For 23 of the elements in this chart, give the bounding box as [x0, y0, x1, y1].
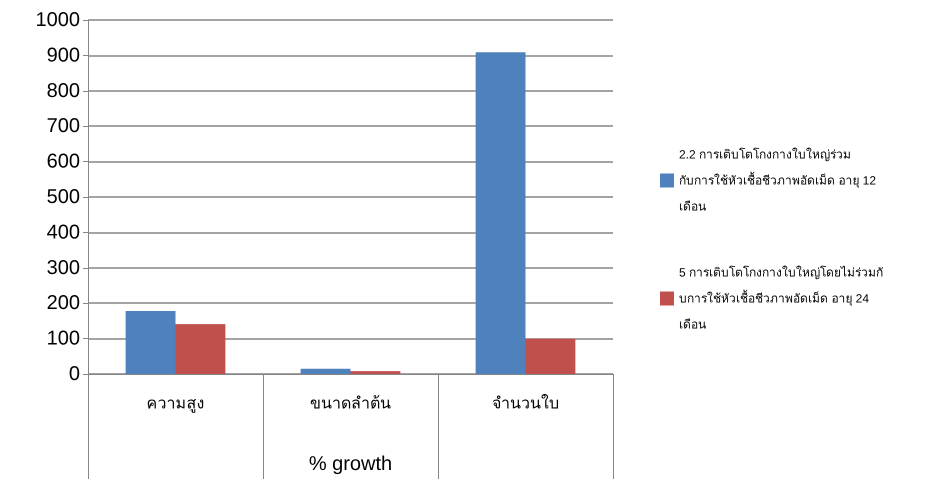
bar — [526, 338, 576, 374]
bar — [476, 52, 526, 374]
bar — [176, 324, 226, 374]
x-tick-label: ขนาดลำต้น — [310, 394, 391, 412]
y-tick-label: 700 — [46, 115, 80, 138]
y-tick-label: 900 — [46, 44, 80, 66]
y-tick-label: 100 — [46, 328, 80, 350]
bar — [350, 371, 400, 374]
y-tick-label: 800 — [46, 80, 80, 102]
x-axis-title: % growth — [308, 453, 392, 475]
y-tick-label: 300 — [46, 256, 80, 279]
y-tick-label: 600 — [46, 150, 80, 173]
bar — [126, 310, 176, 374]
y-tick-label: 400 — [46, 221, 80, 244]
y-tick-label: 500 — [46, 186, 80, 208]
x-tick-label: ความสูง — [146, 396, 204, 414]
x-tick-label: จำนวนใบ — [492, 394, 559, 412]
legend-label: 5 การเติบโตโกงกางใบใหญ่โดยไม่ร่วมกับการใช้หัวเชื้อชีวภาพอัดเม็ด อายุ 24 เดือน — [679, 266, 884, 332]
legend-label: 2.2 การเติบโตโกงกางใบใหญ่ร่วม กับการใช้หัวเชื้อชีวภาพอัดเม็ด อายุ 12 เดือน — [679, 148, 876, 214]
bar — [300, 368, 350, 374]
y-tick-label: 200 — [46, 292, 80, 314]
y-tick-label: 0 — [68, 363, 80, 385]
y-tick-label: 1000 — [36, 9, 80, 31]
